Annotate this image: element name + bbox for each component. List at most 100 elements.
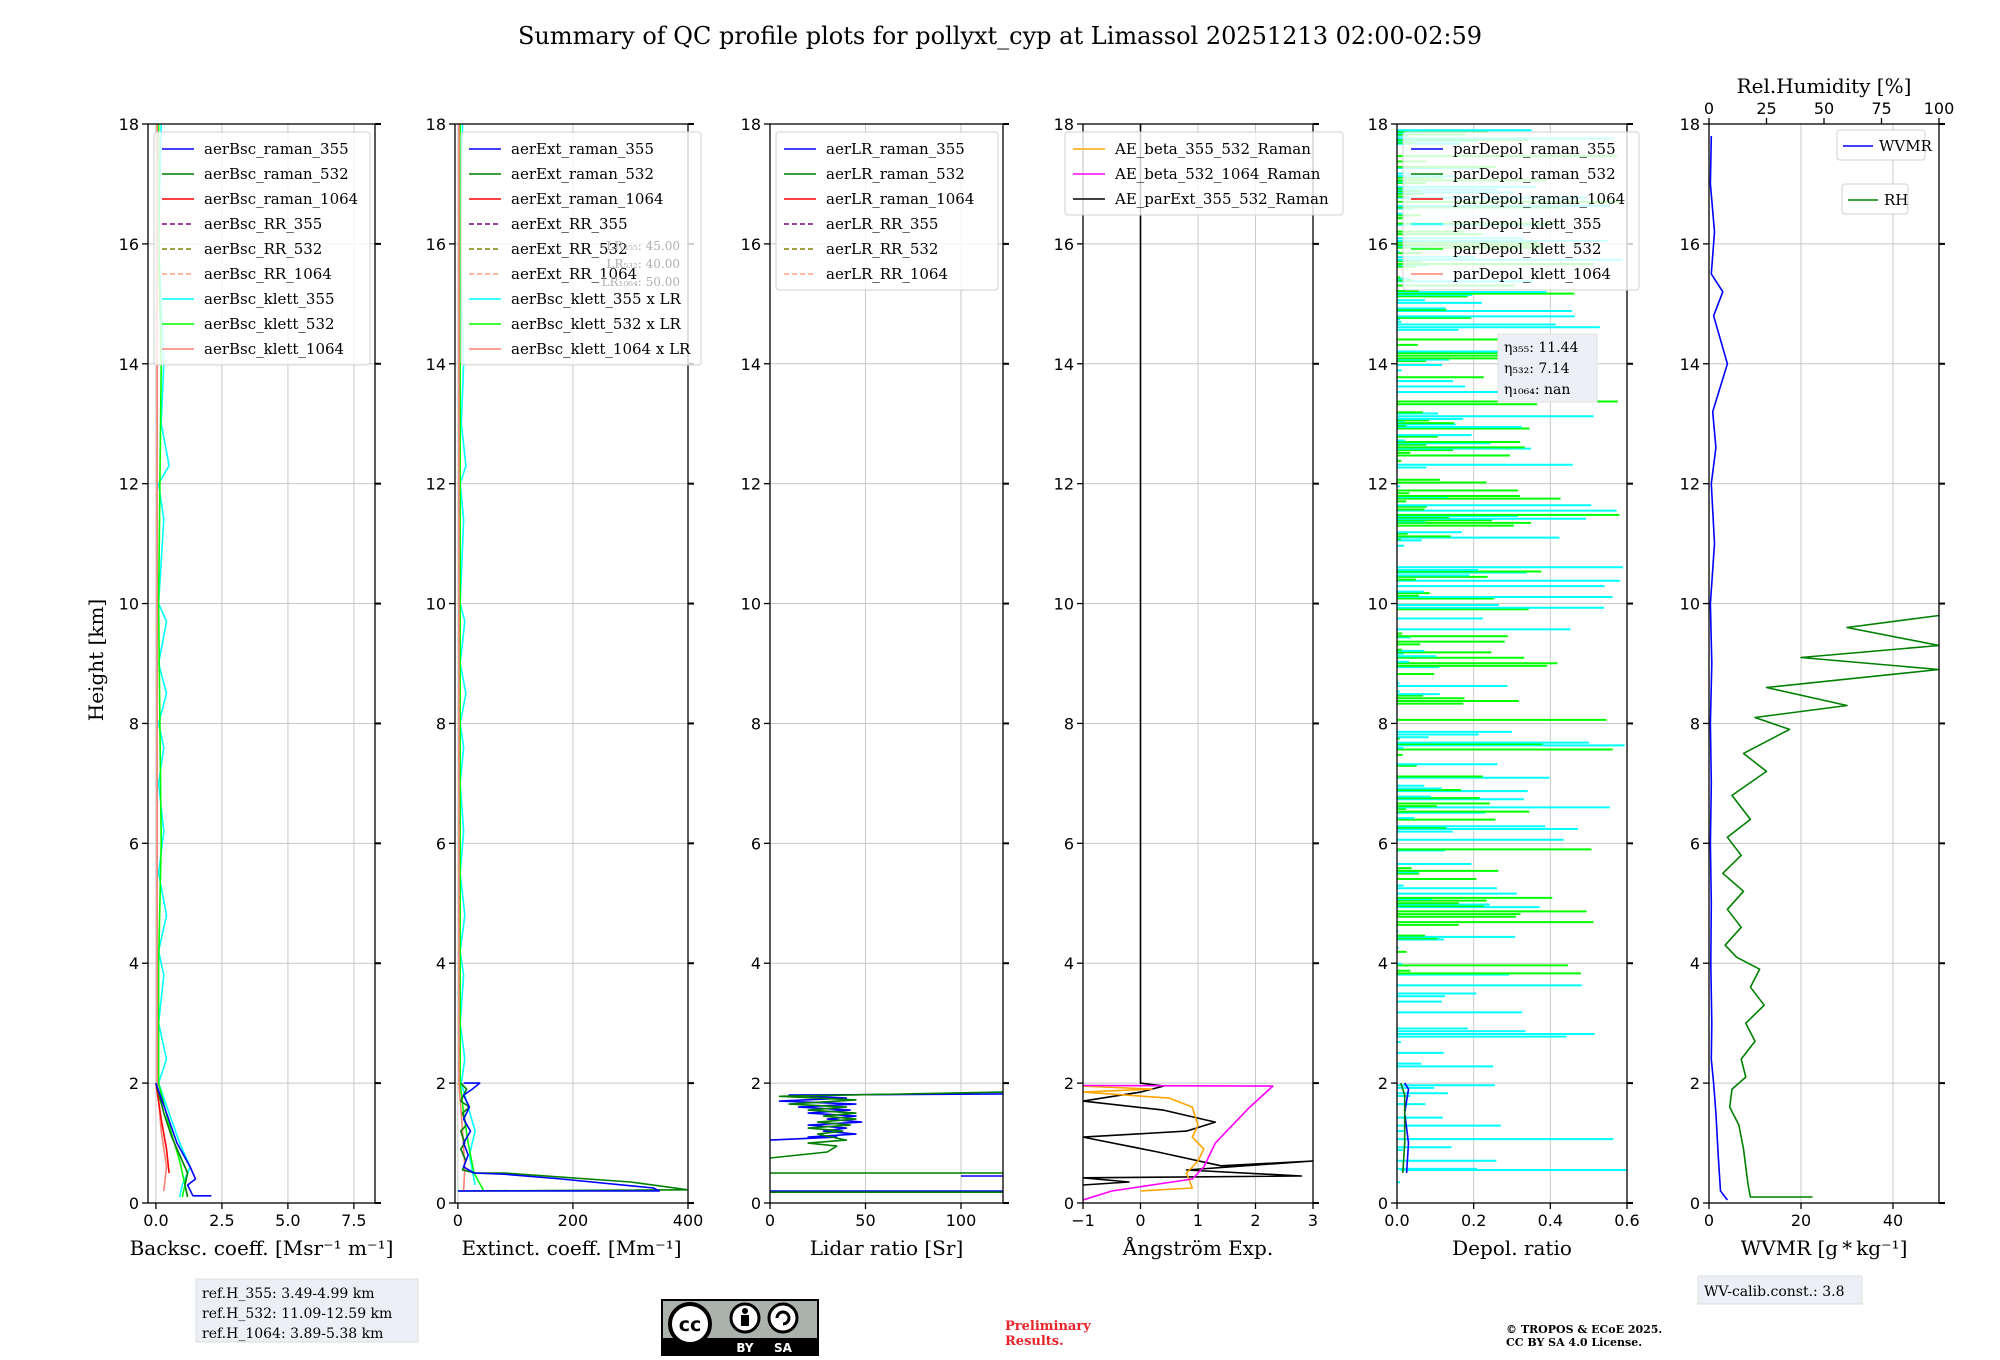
legend-label: aerBsc_raman_1064 [204, 190, 358, 208]
panel-lr: 0 2 4 6 8 10 12 14 16 18 0 50 100 Lidar ratio [Sr] aer… [741, 115, 1009, 1260]
x-tick-label: 200 [558, 1211, 589, 1230]
y-tick-label: 16 [1054, 235, 1074, 254]
legend-label: AE_parExt_355_532_Raman [1114, 190, 1329, 208]
legend-label: aerBsc_RR_1064 [204, 265, 332, 283]
series-group [1400, 1082, 1410, 1174]
legend-box [153, 131, 371, 366]
legend-label: aerLR_RR_355 [826, 215, 938, 233]
y-tick-label: 10 [1680, 595, 1700, 614]
series-aerExt_raman_355 [457, 1082, 661, 1192]
by-person-body [741, 1315, 749, 1326]
y-tick-label: 6 [1378, 834, 1388, 853]
y-tick-label: 6 [1690, 834, 1700, 853]
y-tick-label: 2 [751, 1074, 761, 1093]
series-group [457, 124, 688, 1192]
x-tick-label: 50 [855, 1211, 875, 1230]
panel-bsc: 0 2 4 6 8 10 12 14 16 18 0.0 2.5 5.0 7.5 Backsc. coeff… [119, 115, 394, 1260]
x-axis-label: Extinct. coeff. [Mm⁻¹] [461, 1236, 681, 1260]
series-parDepol_raman_532 [1400, 1082, 1406, 1174]
y-tick-label: 6 [129, 834, 139, 853]
x-tick-label: 0 [1704, 1211, 1714, 1230]
axes-frame [1396, 123, 1628, 1204]
lr-annotation: LR₃₅₅: 45.00 [606, 239, 680, 253]
axes-frame [769, 123, 1004, 1204]
x-tick-label: 100 [946, 1211, 977, 1230]
y-tick-label: 10 [741, 595, 761, 614]
figure-title: Summary of QC profile plots for pollyxt_… [518, 22, 1482, 50]
x-tick-label: −1 [1071, 1211, 1095, 1230]
y-tick-label: 2 [1378, 1074, 1388, 1093]
series-RH [1722, 614, 1939, 1198]
y-tick-label: 2 [129, 1074, 139, 1093]
copyright-line1: © TROPOS & ECoE 2025. [1506, 1323, 1662, 1336]
axes-frame [454, 123, 689, 1204]
top-x-tick-label: 25 [1756, 99, 1776, 118]
y-tick-label: 18 [1054, 115, 1074, 134]
legend-label: aerExt_RR_1064 [511, 265, 637, 283]
y-tick-label: 12 [119, 475, 139, 494]
y-tick-label: 16 [741, 235, 761, 254]
eta-value: η₁₀₆₄: nan [1504, 382, 1570, 398]
y-tick-label: 4 [751, 954, 761, 973]
top-x-axis-label: Rel.Humidity [%] [1737, 74, 1912, 98]
series-AE_beta_355_532_Raman [1083, 1085, 1205, 1192]
cc-license-badge: cc BY SA [661, 1299, 819, 1356]
depol-klett-bars [1397, 129, 1627, 1184]
x-tick-label: 0.0 [1384, 1211, 1409, 1230]
x-tick-label: 0.6 [1614, 1211, 1639, 1230]
legend-box [1836, 129, 1926, 161]
axes-frame [1708, 123, 1940, 1204]
y-tick-label: 14 [741, 355, 761, 374]
y-tick-label: 12 [741, 475, 761, 494]
y-tick-label: 8 [1690, 714, 1700, 733]
legend-label: aerBsc_klett_532 [204, 315, 335, 333]
legend-label: aerExt_RR_532 [511, 240, 628, 258]
x-tick-label: 40 [1883, 1211, 1903, 1230]
legend-label: aerBsc_klett_1064 [204, 340, 344, 358]
sa-share-icon [767, 1302, 799, 1334]
x-axis-label: Backsc. coeff. [Msr⁻¹ m⁻¹] [130, 1236, 394, 1260]
x-tick-label: 0.4 [1538, 1211, 1563, 1230]
y-tick-label: 4 [436, 954, 446, 973]
legend-label: aerLR_RR_1064 [826, 265, 948, 283]
x-tick-label: 0.2 [1461, 1211, 1486, 1230]
legend-label: parDepol_klett_355 [1453, 215, 1602, 233]
top-x-tick-label: 50 [1814, 99, 1834, 118]
legend-label: aerExt_raman_1064 [511, 190, 664, 208]
y-tick-label: 18 [741, 115, 761, 134]
lr-annotation: LR₅₃₂: 40.00 [606, 257, 680, 271]
y-tick-label: 8 [1378, 714, 1388, 733]
legend-label: aerExt_raman_355 [511, 140, 654, 158]
legend-label: aerExt_raman_532 [511, 165, 654, 183]
top-x-tick-label: 100 [1924, 99, 1955, 118]
y-tick-label: 8 [436, 714, 446, 733]
series-group [155, 124, 212, 1198]
y-tick-label: 6 [1064, 834, 1074, 853]
ref-height-box: ref.H_355: 3.49-4.99 km ref.H_532: 11.09… [195, 1278, 419, 1343]
by-person-head [742, 1308, 748, 1314]
y-tick-label: 18 [1368, 115, 1388, 134]
legend-label: aerBsc_RR_355 [204, 215, 322, 233]
wv-calib-text: WV-calib.const.: 3.8 [1704, 1284, 1844, 1300]
ref-height-box-bg [195, 1278, 419, 1343]
x-axis-label: Depol. ratio [1452, 1236, 1572, 1260]
x-tick-label: 1 [1193, 1211, 1203, 1230]
x-tick-label: 3 [1308, 1211, 1318, 1230]
y-tick-label: 18 [1680, 115, 1700, 134]
x-tick-label: 0 [1135, 1211, 1145, 1230]
y-tick-label: 8 [1064, 714, 1074, 733]
x-axis-label: Lidar ratio [Sr] [810, 1236, 964, 1260]
cc-icon [668, 1302, 712, 1346]
x-axis-label: Ångström Exp. [1122, 1235, 1273, 1260]
x-tick-label: 0 [453, 1211, 463, 1230]
legend-label: parDepol_raman_355 [1453, 140, 1616, 158]
y-tick-label: 8 [129, 714, 139, 733]
y-tick-label: 10 [1368, 595, 1388, 614]
series-WVMR [1709, 135, 1729, 1201]
top-x-tick-label: 0 [1704, 99, 1714, 118]
legend-label: aerBsc_RR_532 [204, 240, 322, 258]
y-tick-label: 6 [436, 834, 446, 853]
y-tick-label: 0 [1378, 1194, 1388, 1213]
x-axis-label: WVMR [g * kg⁻¹] [1741, 1236, 1908, 1260]
series-aerLR_raman_532 [770, 1091, 1003, 1159]
